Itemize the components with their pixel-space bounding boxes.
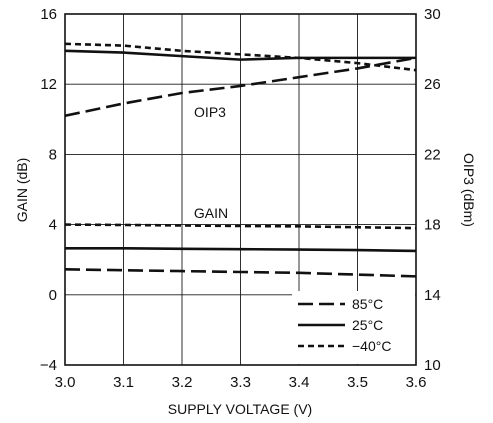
x-tick-label: 3.3: [230, 374, 251, 391]
y-right-tick-label: 10: [424, 357, 441, 374]
y-right-axis-title: OIP3 (dBm): [461, 153, 477, 227]
y-left-tick-label: 0: [49, 287, 57, 304]
annotation-gain: GAIN: [194, 205, 228, 221]
y-left-axis-title: GAIN (dB): [14, 158, 30, 223]
x-tick-label: 3.2: [172, 374, 193, 391]
x-tick-label: 3.6: [406, 374, 427, 391]
x-tick-label: 3.4: [289, 374, 310, 391]
x-axis-title: SUPPLY VOLTAGE (V): [168, 401, 312, 417]
y-left-tick-label: 16: [40, 6, 57, 23]
x-tick-label: 3.5: [347, 374, 368, 391]
series-line-gain-85c: [64, 268, 417, 278]
plot-frame: [64, 13, 417, 366]
y-right-tick-label: 30: [424, 6, 441, 23]
y-right-tick-label: 26: [424, 76, 441, 93]
x-tick-labels: 3.0 3.1 3.2 3.3 3.4 3.5 3.6: [55, 374, 427, 391]
series-line-oip3-minus40c: [64, 42, 417, 72]
y-right-tick-label: 18: [424, 217, 441, 234]
legend-label-minus40c: −40°C: [352, 338, 391, 354]
y-right-tick-label: 14: [424, 287, 441, 304]
y-left-tick-label: 4: [49, 217, 57, 234]
y-left-tick-labels: −4 0 4 8 12 16: [40, 6, 57, 374]
series-line-gain-minus40c: [64, 223, 417, 230]
y-left-tick-label: 12: [40, 76, 57, 93]
series-line-oip3-85c: [64, 56, 417, 118]
series-line-gain-25c: [65, 246, 417, 253]
series-line-oip3-25c: [64, 49, 416, 61]
series-layer: [64, 42, 417, 278]
legend: 85°C 25°C −40°C: [292, 291, 415, 364]
y-left-tick-label: −4: [40, 357, 57, 374]
legend-label-85c: 85°C: [352, 296, 383, 312]
y-right-tick-labels: 10 14 18 22 26 30: [424, 6, 441, 374]
x-tick-label: 3.1: [113, 374, 134, 391]
legend-label-25c: 25°C: [352, 317, 383, 333]
x-tick-label: 3.0: [55, 374, 76, 391]
annotation-oip3: OIP3: [194, 104, 226, 120]
y-right-tick-label: 22: [424, 146, 441, 163]
y-left-tick-label: 8: [49, 146, 57, 163]
